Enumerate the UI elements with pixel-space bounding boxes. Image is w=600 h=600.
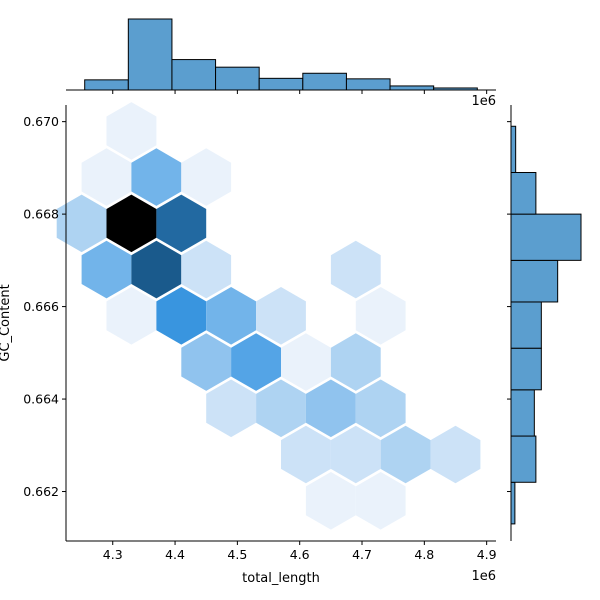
hexbin-cell bbox=[206, 379, 257, 438]
hexbin-cell bbox=[380, 425, 431, 484]
x-tick-label: 4.7 bbox=[352, 547, 372, 562]
y-tick-label: 0.664 bbox=[23, 392, 59, 407]
hexbin-cell bbox=[281, 425, 331, 484]
hexbin-cell bbox=[330, 333, 381, 391]
right-histogram-bar bbox=[510, 301, 542, 349]
hexbin-cell bbox=[330, 425, 381, 484]
x-tick-label: 4.4 bbox=[165, 547, 185, 562]
top-histogram-bar bbox=[127, 18, 173, 91]
hexbin-cell bbox=[305, 472, 356, 530]
right-histogram-bar bbox=[510, 481, 516, 525]
right-histogram-bar bbox=[510, 347, 542, 391]
hexbin-cell bbox=[355, 287, 406, 345]
hexbin-cell bbox=[106, 287, 157, 345]
right-histogram-bar bbox=[510, 125, 517, 174]
hexbin-layer bbox=[56, 102, 481, 530]
hexbin-cell bbox=[131, 240, 182, 299]
hexbin-cell bbox=[281, 333, 331, 391]
top-histogram-offset-label: 1e6 bbox=[471, 94, 496, 109]
right-histogram-bar bbox=[510, 435, 537, 483]
hexbin-cell bbox=[206, 287, 257, 345]
y-tick-label: 0.662 bbox=[23, 484, 59, 499]
x-tick-label: 4.3 bbox=[103, 547, 123, 562]
hexbin-cell bbox=[106, 194, 157, 253]
hexbin-cell bbox=[305, 379, 356, 438]
y-tick-label: 0.670 bbox=[23, 114, 59, 129]
hexbin-cell bbox=[131, 148, 182, 206]
hexbin-cell bbox=[81, 148, 132, 206]
x-tick-label: 4.8 bbox=[414, 547, 434, 562]
hexbin-cell bbox=[355, 472, 406, 530]
hexbin-cell bbox=[181, 148, 232, 206]
top-histogram-bar bbox=[302, 72, 347, 91]
x-tick-label: 4.5 bbox=[227, 547, 247, 562]
x-tick-label: 4.6 bbox=[290, 547, 310, 562]
right-marginal-histogram bbox=[507, 105, 582, 541]
x-tick-label: 4.9 bbox=[477, 547, 497, 562]
top-histogram-bar bbox=[389, 85, 435, 91]
hexbin-cell bbox=[330, 240, 381, 299]
right-histogram-bar bbox=[510, 172, 537, 215]
hexbin-cell bbox=[231, 333, 281, 391]
hexbin-cell bbox=[256, 287, 306, 345]
right-histogram-bar bbox=[510, 213, 582, 261]
hexbin-cell bbox=[181, 240, 232, 299]
y-tick-label: 0.666 bbox=[23, 299, 59, 314]
hexbin-cell bbox=[156, 287, 207, 345]
hexbin-cell bbox=[256, 379, 306, 438]
right-histogram-bar bbox=[510, 259, 559, 303]
hexbin-cell bbox=[56, 194, 107, 253]
hexbin-cell bbox=[181, 333, 232, 391]
top-histogram-bar bbox=[345, 78, 391, 91]
y-axis-label: GC_Content bbox=[0, 284, 13, 361]
hexbin-cell bbox=[106, 102, 157, 160]
top-histogram-bar bbox=[258, 77, 304, 91]
hexbin-cell bbox=[430, 425, 481, 484]
x-axis-label: total_length bbox=[242, 571, 320, 586]
top-histogram-bar bbox=[84, 79, 129, 91]
hexbin-cell bbox=[355, 379, 406, 438]
x-axis-offset-label: 1e6 bbox=[471, 569, 496, 584]
main-axes: 4.3 4.4 4.5 4.6 4.7 4.8 4.9 0.662 0.664 0.666 0.66… bbox=[23, 105, 497, 562]
hexbin-cell bbox=[156, 194, 207, 253]
top-marginal-histogram bbox=[66, 18, 496, 94]
top-histogram-bar bbox=[215, 66, 260, 91]
top-histogram-bar bbox=[171, 59, 217, 91]
right-histogram-bar bbox=[510, 389, 535, 437]
y-tick-label: 0.668 bbox=[23, 207, 59, 222]
hexbin-cell bbox=[81, 240, 132, 299]
